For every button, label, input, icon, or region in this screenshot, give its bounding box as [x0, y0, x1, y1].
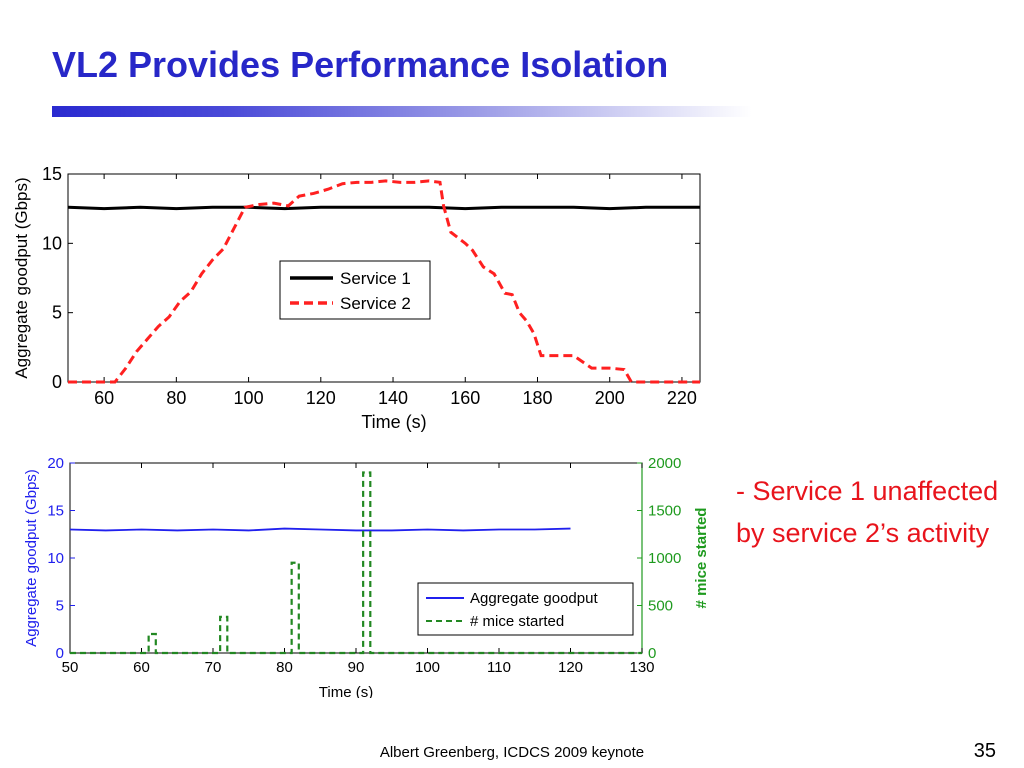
y-axis-label: Aggregate goodput (Gbps): [23, 469, 40, 647]
series-line-2: [70, 471, 642, 655]
y2-tick-label: 2000: [648, 455, 681, 472]
y-tick-label: 0: [52, 372, 62, 392]
x-tick-label: 220: [667, 388, 697, 408]
x-tick-label: 90: [348, 659, 365, 676]
y-tick-label: 0: [56, 645, 64, 662]
legend-box: [279, 260, 431, 320]
x-tick-label: 140: [378, 388, 408, 408]
x-axis-label: Time (s): [319, 684, 373, 698]
legend-box: [417, 582, 634, 636]
x-tick-label: 50: [62, 659, 79, 676]
x-tick-label: 60: [94, 388, 114, 408]
y2-tick-label: 1500: [648, 503, 681, 520]
series-line-2: [68, 179, 700, 384]
y2-tick-label: 1000: [648, 550, 681, 567]
x-tick-label: 120: [306, 388, 336, 408]
y2-tick-label: 0: [648, 645, 656, 662]
y2-axis-label: # mice started: [693, 508, 710, 609]
title-underline-bar: [52, 106, 752, 117]
service-goodput-chart: 60 80 100 120 140 160 180 200 220 0 5 10 15 Time (s) A…: [12, 164, 701, 432]
footer-text: Albert Greenberg, ICDCS 2009 keynote: [379, 744, 645, 761]
x-tick-label: 80: [276, 659, 293, 676]
y-axis-label: Aggregate goodput (Gbps): [12, 177, 31, 378]
x-tick-label: 120: [558, 659, 583, 676]
x-tick-label: 160: [450, 388, 480, 408]
x-tick-label: 100: [415, 659, 440, 676]
x-tick-label: 110: [487, 659, 511, 676]
x-axis-label: Time (s): [361, 412, 426, 432]
x-tick-label: 130: [629, 659, 654, 676]
legend-label: # mice started: [470, 613, 564, 630]
x-tick-label: 70: [205, 659, 222, 676]
x-tick-label: 180: [522, 388, 552, 408]
x-tick-label: 60: [133, 659, 150, 676]
bullet-text: - Service 1 unaffected by service 2’s ac…: [736, 476, 999, 548]
legend-label: Service 2: [340, 294, 411, 313]
x-tick-label: 100: [234, 388, 264, 408]
y-tick-label: 15: [47, 503, 64, 520]
x-tick-label: 200: [595, 388, 625, 408]
legend-label: Aggregate goodput: [470, 590, 598, 607]
slide-number: 35: [973, 740, 996, 762]
y-tick-label: 10: [42, 233, 62, 253]
series-line-1: [69, 527, 571, 532]
legend-label: Service 1: [340, 269, 411, 288]
y-tick-label: 15: [42, 164, 62, 184]
series-line-1: [67, 205, 700, 211]
y-tick-label: 5: [52, 303, 62, 323]
mice-goodput-chart: 50 60 70 80 90 100 110 120 130051015200500100015…: [23, 455, 710, 698]
y-tick-label: 20: [47, 455, 64, 472]
y-tick-label: 10: [47, 550, 64, 567]
y2-tick-label: 500: [648, 598, 673, 615]
y-tick-label: 5: [56, 598, 64, 615]
slide-title: VL2 Provides Performance Isolation: [52, 44, 669, 85]
x-tick-label: 80: [166, 388, 186, 408]
